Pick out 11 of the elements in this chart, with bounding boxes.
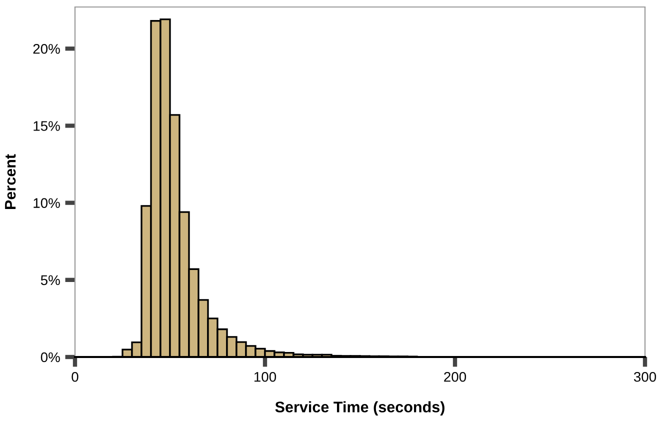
y-tick-label: 5%: [40, 275, 60, 286]
y-tick-label: 20%: [33, 44, 60, 54]
y-tick-label: 10%: [34, 198, 60, 208]
y-tick-label: 0%: [40, 352, 60, 362]
x-tick-label: 200: [444, 372, 466, 382]
y-tick-label: 15%: [34, 121, 60, 131]
x-tick-label: 300: [634, 372, 656, 382]
y-axis-title: Percent: [5, 154, 16, 209]
x-axis-title: Service Time (seconds): [275, 401, 444, 416]
x-tick-label: 0: [72, 372, 78, 382]
x-tick-label: 100: [254, 372, 276, 382]
